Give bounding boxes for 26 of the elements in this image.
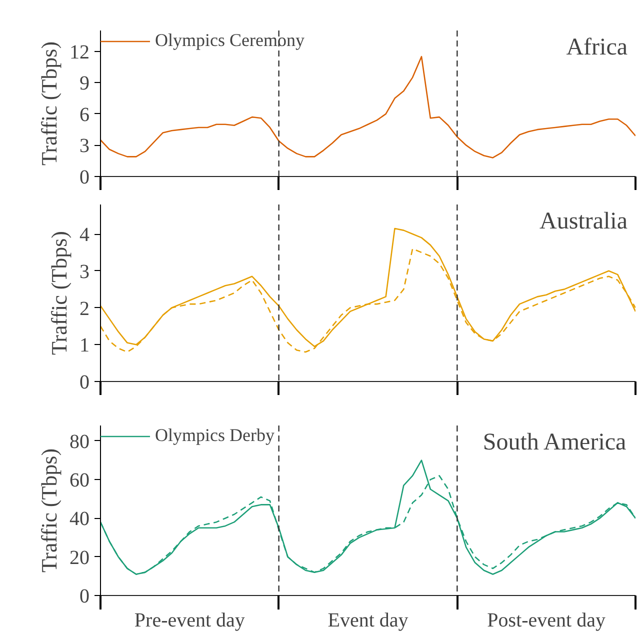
y-tick-label: 4	[80, 224, 90, 246]
y-tick-label: 1	[80, 334, 90, 357]
chart-title: South America	[482, 430, 627, 456]
y-tick-label: 12	[70, 41, 90, 64]
legend-label: Olympics Ceremony	[155, 30, 304, 51]
y-tick-label: 80	[70, 430, 90, 453]
y-tick-label: 0	[80, 372, 90, 394]
x-tick-label: Event day	[328, 610, 408, 632]
y-axis-title: Traffic (Tbps)	[46, 230, 72, 356]
y-tick-label: 3	[80, 260, 90, 283]
legend-label: Olympics Derby	[155, 425, 274, 446]
y-tick-label: 2	[80, 298, 90, 320]
y-tick-label: 60	[70, 470, 90, 492]
y-axis-title: Traffic (Tbps)	[36, 448, 62, 573]
y-tick-label: 0	[80, 166, 90, 188]
y-tick-label: 20	[70, 546, 90, 569]
x-tick-label: Pre-event day	[134, 610, 245, 632]
y-tick-label: 3	[80, 135, 90, 158]
y-tick-label: 0	[80, 586, 90, 608]
y-tick-label: 9	[80, 72, 90, 95]
chart-title: Australia	[540, 208, 628, 234]
y-tick-label: 40	[70, 508, 90, 530]
y-axis-title: Traffic (Tbps)	[36, 41, 62, 166]
y-tick-label: 6	[80, 104, 90, 126]
chart-title: Africa	[566, 34, 628, 60]
x-tick-label: Post-event day	[487, 610, 606, 632]
